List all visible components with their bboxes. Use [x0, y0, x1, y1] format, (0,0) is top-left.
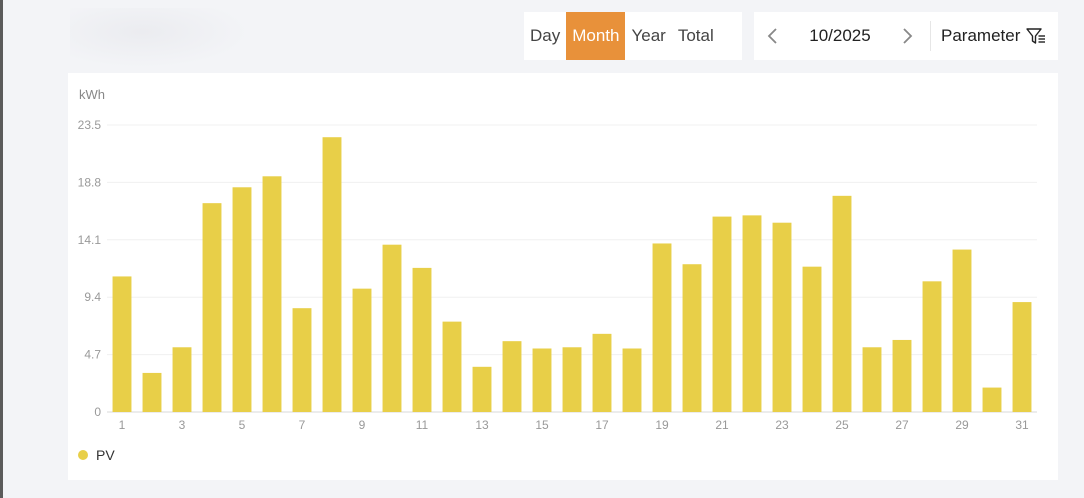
bar-day-5	[232, 187, 252, 412]
x-tick-label: 19	[655, 418, 669, 432]
bar-day-22	[742, 215, 762, 412]
x-tick-label: 25	[835, 418, 849, 432]
bar-day-18	[622, 348, 642, 412]
bar-day-25	[832, 195, 852, 412]
date-navigator: 10/2025 Parameter	[754, 12, 1058, 60]
chevron-left-icon	[767, 28, 777, 44]
bar-day-8	[322, 137, 342, 412]
bar-day-6	[262, 176, 282, 412]
period-selector: Day Month Year Total	[524, 12, 742, 60]
chevron-right-icon	[903, 28, 913, 44]
bars	[112, 137, 1032, 412]
bar-day-30	[982, 387, 1002, 412]
parameter-button[interactable]: Parameter	[931, 26, 1046, 46]
filter-icon	[1026, 28, 1046, 44]
bar-day-11	[412, 267, 432, 412]
x-tick-label: 3	[179, 418, 186, 432]
bar-day-16	[562, 347, 582, 412]
bar-day-23	[772, 222, 792, 412]
x-tick-label: 17	[595, 418, 609, 432]
x-tick-label: 27	[895, 418, 909, 432]
x-tick-label: 29	[955, 418, 969, 432]
next-month-button[interactable]	[888, 12, 926, 60]
x-tick-label: 11	[416, 418, 429, 432]
bar-day-3	[172, 347, 192, 412]
tab-day[interactable]: Day	[530, 26, 561, 45]
bar-day-14	[502, 341, 522, 412]
y-tick-label: 0	[94, 405, 101, 419]
bar-day-20	[682, 264, 702, 412]
y-tick-labels: 0 4.7 9.4 14.1 18.8 23.5	[78, 118, 102, 419]
bar-day-27	[892, 339, 912, 412]
bar-day-21	[712, 216, 732, 412]
bar-day-29	[952, 249, 972, 412]
x-tick-label: 15	[535, 418, 549, 432]
bar-day-1	[112, 276, 132, 412]
x-tick-label: 9	[359, 418, 366, 432]
bar-day-10	[382, 244, 402, 412]
nav-divider	[930, 21, 931, 51]
bar-day-2	[142, 372, 162, 412]
x-tick-label: 7	[299, 418, 306, 432]
bar-day-4	[202, 203, 222, 412]
tab-total[interactable]: Total	[677, 26, 714, 45]
y-tick-label: 4.7	[84, 348, 101, 362]
current-date-label[interactable]: 10/2025	[809, 26, 871, 45]
bar-day-19	[652, 243, 672, 412]
y-tick-label: 14.1	[78, 233, 102, 247]
bar-day-7	[292, 308, 312, 412]
x-tick-label: 5	[239, 418, 246, 432]
legend-label-pv: PV	[96, 447, 115, 463]
bar-day-28	[922, 281, 942, 412]
x-tick-label: 21	[715, 418, 729, 432]
prev-month-button[interactable]	[754, 12, 792, 60]
window-edge	[0, 0, 3, 498]
parameter-label: Parameter	[941, 26, 1021, 45]
x-tick-label: 23	[775, 418, 789, 432]
y-tick-label: 9.4	[84, 290, 101, 304]
x-tick-label: 13	[475, 418, 489, 432]
bar-day-17	[592, 333, 612, 412]
legend-dot-pv	[78, 450, 88, 460]
y-tick-label: 23.5	[78, 118, 102, 132]
tab-month[interactable]: Month	[566, 12, 626, 60]
x-tick-label: 1	[119, 418, 126, 432]
bar-day-31	[1012, 302, 1032, 412]
y-axis-unit: kWh	[79, 87, 105, 102]
bar-day-9	[352, 288, 372, 412]
x-tick-labels: 1 3 5 7 9 11 13 15 17 19 21 23 25 27 29 31	[119, 418, 1029, 432]
bar-day-24	[802, 266, 822, 412]
x-tick-label: 31	[1015, 418, 1029, 432]
bar-day-13	[472, 366, 492, 412]
chart-legend[interactable]: PV	[78, 447, 115, 463]
y-tick-label: 18.8	[78, 175, 102, 189]
blurred-header-area	[70, 8, 250, 68]
bar-day-15	[532, 348, 552, 412]
bar-day-26	[862, 347, 882, 412]
bar-day-12	[442, 321, 462, 412]
tab-year[interactable]: Year	[631, 26, 666, 45]
